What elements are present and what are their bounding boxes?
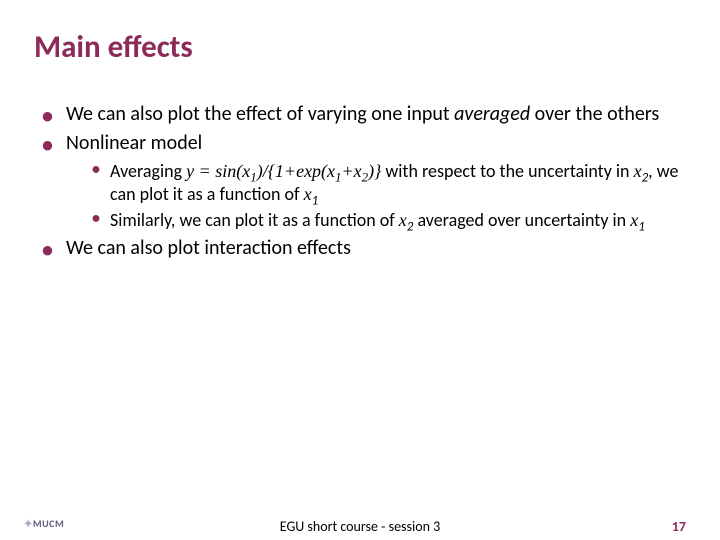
page-number: 17: [672, 518, 686, 535]
bullet-text: We can also plot the effect of varying o…: [66, 102, 659, 126]
sub-bullet-text: Averaging y = sin(x1)/{1+exp(x1+x2)} wit…: [110, 160, 678, 205]
bullet-item: Nonlinear model Averaging y = sin(x1)/{1+…: [38, 131, 686, 232]
bullet-list: We can also plot the effect of varying o…: [34, 102, 686, 261]
bullet-text: Nonlinear model: [66, 131, 202, 155]
bullet-item: We can also plot the effect of varying o…: [38, 102, 686, 127]
slide-title: Main effects: [34, 28, 686, 66]
logo-glow-icon: ✦: [24, 517, 33, 530]
sub-bullet-list: Averaging y = sin(x1)/{1+exp(x1+x2)} wit…: [66, 160, 686, 232]
logo-text: MUCM: [33, 517, 64, 530]
sub-bullet-text: Similarly, we can plot it as a function …: [110, 209, 645, 231]
sub-bullet-item: Similarly, we can plot it as a function …: [88, 209, 686, 232]
slide-container: Main effects We can also plot the effect…: [0, 0, 720, 540]
title-text: Main effects: [34, 28, 193, 66]
bullet-text: We can also plot interaction effects: [66, 236, 351, 260]
footer-center: EGU short course - session 3: [0, 518, 720, 535]
sub-bullet-item: Averaging y = sin(x1)/{1+exp(x1+x2)} wit…: [88, 160, 686, 207]
logo: ✦MUCM: [24, 517, 64, 530]
bullet-item: We can also plot interaction effects: [38, 236, 686, 261]
